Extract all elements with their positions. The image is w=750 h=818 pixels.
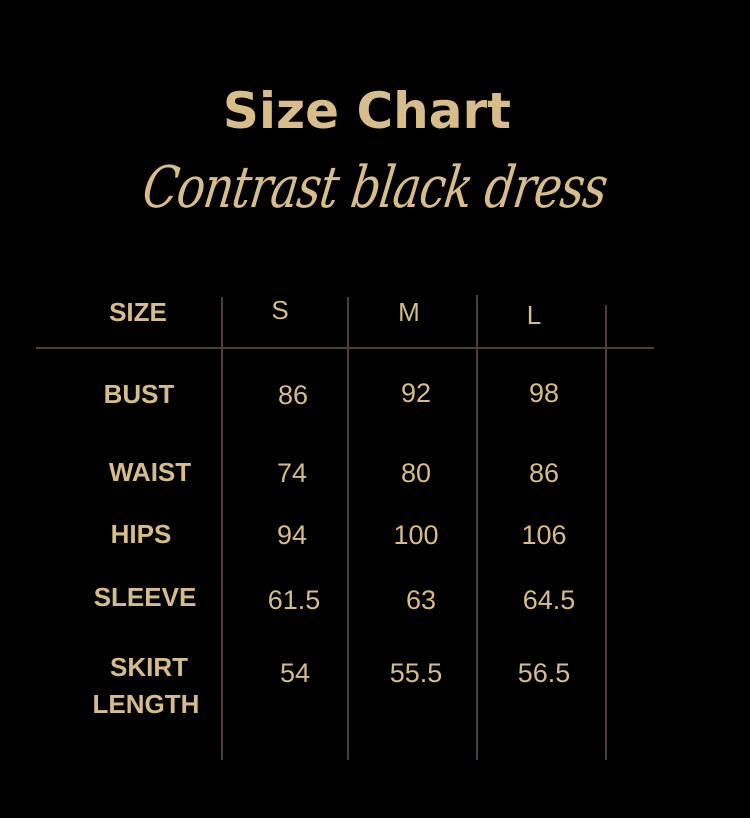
cell: 55.5	[389, 658, 443, 688]
header-size-m: M	[398, 297, 420, 327]
row-label-line-1: SKIRT	[110, 652, 188, 682]
column-divider	[347, 297, 349, 760]
row-label: BUST	[103, 379, 175, 409]
column-divider	[605, 305, 607, 760]
row-label: WAIST	[108, 457, 192, 487]
cell: 61.5	[267, 585, 321, 615]
header-divider	[36, 347, 654, 349]
cell: 63	[405, 585, 437, 615]
row-label: HIPS	[110, 519, 172, 549]
row-label: SLEEVE	[93, 582, 197, 612]
header-size-s: S	[271, 295, 289, 325]
header-size-label: SIZE	[109, 297, 167, 327]
cell: 98	[528, 378, 560, 408]
cell: 80	[400, 458, 432, 488]
cell: 106	[521, 520, 567, 550]
page-subtitle: Contrast black dress	[138, 153, 612, 221]
cell: 74	[276, 458, 308, 488]
cell: 86	[528, 458, 560, 488]
cell: 92	[400, 378, 432, 408]
header-size-l: L	[526, 300, 542, 330]
cell: 100	[393, 520, 439, 550]
column-divider	[476, 295, 478, 760]
page-title: Size Chart	[222, 82, 512, 140]
cell: 54	[279, 658, 311, 688]
row-label-line-2: LENGTH	[92, 689, 200, 719]
column-divider	[221, 297, 223, 760]
cell: 86	[277, 380, 309, 410]
cell: 56.5	[517, 658, 571, 688]
cell: 64.5	[522, 585, 576, 615]
cell: 94	[276, 520, 308, 550]
